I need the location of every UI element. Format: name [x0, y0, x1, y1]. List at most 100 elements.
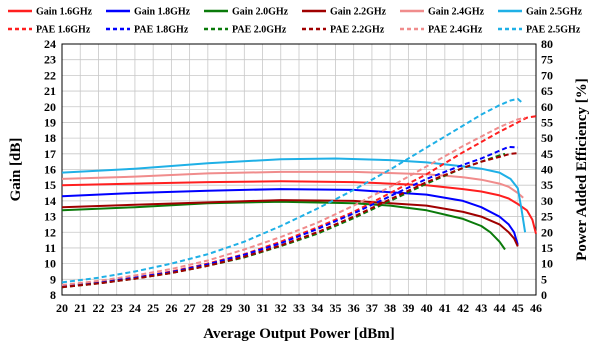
x-tick-label: 23 — [111, 301, 123, 315]
legend-label: PAE 1.6GHz — [36, 25, 91, 36]
x-tick-label: 22 — [92, 301, 104, 315]
series-gain-1-8ghz — [61, 188, 519, 246]
x-tick-label: 30 — [238, 301, 250, 315]
legend-item-gain-2-5ghz: Gain 2.5GHz — [498, 7, 583, 18]
x-tick-label: 45 — [512, 301, 524, 315]
series-pae-2-5ghz — [61, 97, 524, 284]
legend-item-pae-1-6ghz: PAE 1.6GHz — [8, 25, 91, 36]
y-tick-label: 9 — [50, 272, 56, 286]
x-tick-label: 32 — [275, 301, 287, 315]
x-tick-label: 40 — [421, 301, 433, 315]
series-pae-2-2ghz — [61, 152, 518, 289]
y-tick-label: 23 — [44, 53, 56, 67]
y2-axis-label: Power Added Efficiency [%] — [574, 78, 590, 261]
legend-item-gain-2-4ghz: Gain 2.4GHz — [400, 7, 485, 18]
series-gain-2-5ghz — [61, 157, 527, 233]
x-tick-labels: 20 21 22 23 24 25 26 27 28 29 30 31 32 33 34 35 36 37 38 39… — [56, 301, 542, 315]
legend-label: Gain 2.4GHz — [428, 7, 485, 18]
series-gain-2-2ghz — [61, 199, 519, 247]
plot-area — [61, 43, 537, 296]
x-tick-label: 34 — [311, 301, 323, 315]
legend-label: PAE 2.2GHz — [330, 25, 385, 36]
y2-tick-label: 55 — [541, 115, 553, 129]
legend-item-pae-2-0ghz: PAE 2.0GHz — [204, 25, 287, 36]
y2-tick-label: 75 — [541, 53, 553, 67]
y2-tick-label: 60 — [541, 100, 553, 114]
y-tick-label: 11 — [45, 241, 56, 255]
y-tick-label: 16 — [44, 163, 56, 177]
series-layer — [61, 97, 537, 289]
legend-label: Gain 1.6GHz — [36, 7, 93, 18]
x-tick-label: 41 — [439, 301, 451, 315]
y2-tick-label: 80 — [541, 37, 553, 51]
y-tick-label: 20 — [44, 100, 56, 114]
series-pae-2-4ghz — [61, 116, 526, 286]
y2-tick-label: 65 — [541, 84, 553, 98]
x-tick-label: 35 — [329, 301, 341, 315]
y2-tick-label: 10 — [541, 257, 553, 271]
y2-tick-label: 0 — [541, 288, 547, 302]
x-tick-label: 28 — [202, 301, 214, 315]
legend-label: PAE 2.4GHz — [428, 25, 483, 36]
series-gain-2-0ghz — [61, 200, 506, 251]
y-tick-label: 10 — [44, 257, 56, 271]
legend-item-pae-2-5ghz: PAE 2.5GHz — [498, 25, 581, 36]
legend-label: Gain 2.2GHz — [330, 7, 387, 18]
x-tick-label: 20 — [56, 301, 68, 315]
legend-item-pae-2-4ghz: PAE 2.4GHz — [400, 25, 483, 36]
legend-item-gain-1-8ghz: Gain 1.8GHz — [106, 7, 191, 18]
x-tick-label: 29 — [220, 301, 232, 315]
x-tick-label: 39 — [402, 301, 414, 315]
y-tick-label: 18 — [44, 131, 56, 145]
legend-item-pae-2-2ghz: PAE 2.2GHz — [302, 25, 385, 36]
y2-tick-label: 45 — [541, 147, 553, 161]
y-tick-label: 13 — [44, 210, 56, 224]
x-tick-label: 21 — [74, 301, 86, 315]
y2-tick-label: 40 — [541, 163, 553, 177]
y-tick-label: 8 — [50, 288, 56, 302]
y-tick-label: 21 — [44, 84, 56, 98]
y-tick-label: 19 — [44, 115, 56, 129]
x-tick-label: 31 — [257, 301, 269, 315]
legend-item-gain-2-2ghz: Gain 2.2GHz — [302, 7, 387, 18]
legend-item-pae-1-8ghz: PAE 1.8GHz — [106, 25, 189, 36]
legend-label: PAE 2.0GHz — [232, 25, 287, 36]
y2-tick-label: 20 — [541, 225, 553, 239]
y-axis-label: Gain [dB] — [8, 138, 24, 202]
x-tick-label: 36 — [348, 301, 360, 315]
x-tick-label: 26 — [165, 301, 177, 315]
x-tick-label: 38 — [384, 301, 396, 315]
x-tick-label: 37 — [366, 301, 378, 315]
x-tick-label: 43 — [475, 301, 487, 315]
y2-tick-label: 30 — [541, 194, 553, 208]
y-tick-label: 22 — [44, 68, 56, 82]
y-tick-label: 12 — [44, 225, 56, 239]
legend-label: Gain 2.0GHz — [232, 7, 289, 18]
y2-tick-label: 5 — [541, 272, 547, 286]
x-tick-label: 27 — [184, 301, 196, 315]
y2-tick-label: 25 — [541, 210, 553, 224]
legend-label: PAE 2.5GHz — [526, 25, 581, 36]
y-tick-label: 15 — [44, 178, 56, 192]
x-tick-label: 46 — [530, 301, 542, 315]
y-tick-label: 24 — [44, 37, 56, 51]
x-tick-label: 42 — [457, 301, 469, 315]
legend-label: Gain 2.5GHz — [526, 7, 583, 18]
y2-tick-label: 15 — [541, 241, 553, 255]
x-axis-label: Average Output Power [dBm] — [203, 326, 395, 342]
y2-tick-label: 70 — [541, 68, 553, 82]
y-tick-label: 14 — [44, 194, 56, 208]
legend-item-gain-2-0ghz: Gain 2.0GHz — [204, 7, 289, 18]
y2-tick-label: 50 — [541, 131, 553, 145]
x-tick-label: 24 — [129, 301, 141, 315]
legend-label: PAE 1.8GHz — [134, 25, 189, 36]
series-gain-1-6ghz — [61, 180, 537, 235]
legend-label: Gain 1.8GHz — [134, 7, 191, 18]
y2-tick-label: 35 — [541, 178, 553, 192]
y-tick-label: 17 — [44, 147, 56, 161]
x-tick-label: 25 — [147, 301, 159, 315]
